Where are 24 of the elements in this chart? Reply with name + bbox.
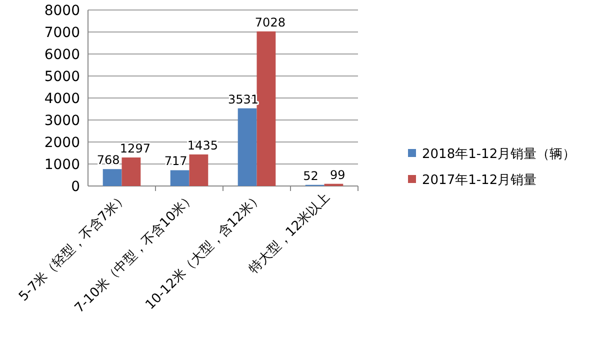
bar	[256, 31, 276, 186]
data-label: 1297	[120, 141, 150, 156]
legend-label: 2017年1-12月销量	[422, 173, 537, 188]
data-label: 717	[164, 154, 188, 168]
data-label: 52	[303, 168, 318, 183]
y-tick-label: 5000	[44, 69, 80, 85]
bar	[102, 169, 122, 186]
y-tick-label: 6000	[44, 47, 80, 63]
data-label: 1435	[187, 138, 218, 152]
y-tick-label: 4000	[44, 91, 80, 107]
bar	[189, 154, 208, 186]
data-label: 768	[96, 153, 120, 168]
y-tick-label: 2000	[44, 135, 80, 151]
y-tick-label: 8000	[44, 3, 80, 19]
y-tick-label: 0	[71, 179, 80, 195]
bar	[238, 108, 257, 186]
y-tick-label: 1000	[44, 157, 80, 173]
bar	[122, 157, 141, 186]
y-tick-label: 3000	[44, 113, 80, 129]
bar	[170, 170, 190, 186]
data-label: 99	[330, 168, 346, 182]
y-tick-label: 7000	[44, 25, 80, 41]
legend-label: 2018年1-12月销量（辆）	[422, 147, 576, 162]
data-label: 7028	[254, 15, 286, 30]
